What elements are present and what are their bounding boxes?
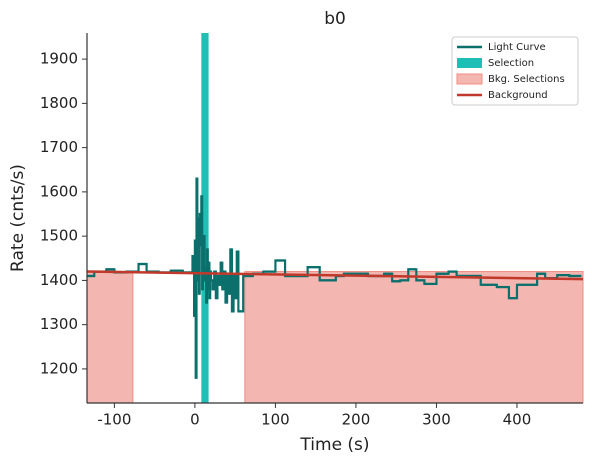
x-tick-label: 100 (261, 411, 290, 429)
x-tick-label: -100 (97, 411, 131, 429)
span (244, 271, 584, 404)
x-tick-label: 400 (503, 411, 532, 429)
y-axis-label: Rate (cnts/s) (8, 164, 28, 272)
legend-label: Bkg. Selections (488, 74, 565, 85)
legend-label: Selection (488, 58, 534, 69)
y-tick-label: 1400 (40, 271, 78, 289)
y-tick-label: 1800 (40, 94, 78, 112)
y-tick-label: 1300 (40, 315, 78, 333)
x-tick-label: 300 (422, 411, 451, 429)
span (86, 271, 134, 404)
y-tick-label: 1600 (40, 182, 78, 200)
y-tick-label: 1900 (40, 50, 78, 68)
y-tick-label: 1500 (40, 227, 78, 245)
legend-label: Background (488, 90, 548, 101)
span (201, 33, 209, 403)
legend-box (451, 36, 579, 106)
y-tick-label: 1200 (40, 359, 78, 377)
background-line (86, 270, 584, 281)
x-axis-label: Time (s) (299, 435, 369, 455)
y-tick-label: 1700 (40, 138, 78, 156)
chart-title: b0 (324, 9, 346, 29)
legend-label: Light Curve (488, 42, 546, 53)
legend-swatch (457, 58, 482, 68)
x-tick-label: 200 (342, 411, 371, 429)
x-tick-label: 0 (190, 411, 200, 429)
legend-swatch (456, 73, 483, 85)
